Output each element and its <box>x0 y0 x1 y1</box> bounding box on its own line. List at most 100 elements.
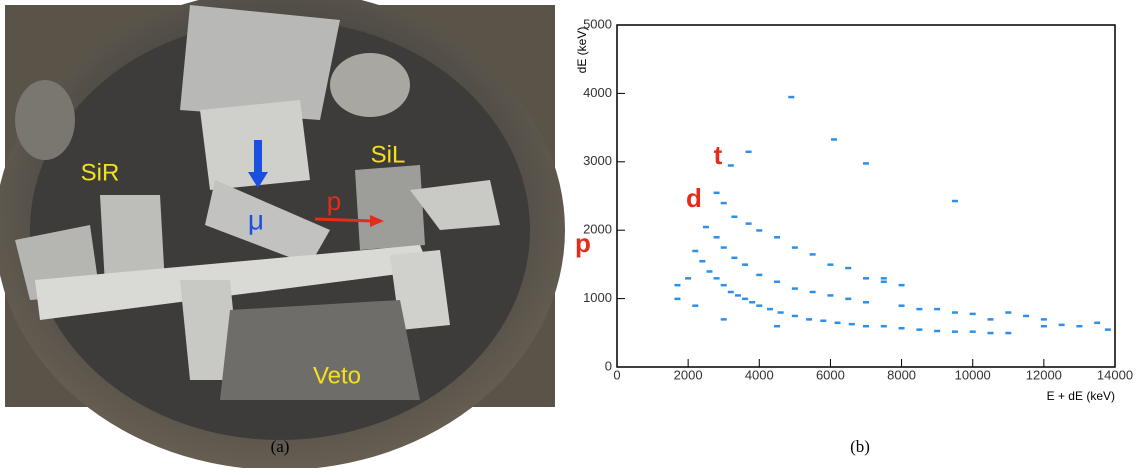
point <box>880 324 887 328</box>
point <box>720 318 727 321</box>
point <box>742 297 749 301</box>
point <box>898 283 905 287</box>
point <box>788 95 795 99</box>
point <box>880 280 887 283</box>
x-tick-label: 2000 <box>674 367 703 382</box>
x-axis-label: E + dE (keV) <box>1047 389 1115 403</box>
point <box>987 318 994 321</box>
y-axis-label: dE (keV) <box>575 27 589 74</box>
point <box>692 249 699 253</box>
chart: dE (keV) E + dE (keV) p d t 0 2000 4000 600… <box>575 16 1133 403</box>
point <box>951 330 958 333</box>
x-tick-label: 6000 <box>816 367 845 382</box>
point <box>766 307 773 311</box>
y-tick-label: 2000 <box>583 222 612 237</box>
point <box>791 314 798 318</box>
point <box>1040 324 1047 328</box>
point <box>863 324 869 328</box>
point <box>749 301 756 304</box>
point <box>727 164 734 167</box>
annotation: d <box>686 183 702 213</box>
point <box>720 283 727 287</box>
y-tick-label: 1000 <box>583 290 612 305</box>
point <box>727 290 734 294</box>
x-tick-label: 14000 <box>1097 367 1133 382</box>
point <box>820 319 827 322</box>
point <box>827 263 834 266</box>
point <box>731 215 738 219</box>
point <box>1094 321 1101 325</box>
point <box>713 191 720 195</box>
point <box>756 304 763 307</box>
point <box>916 307 923 311</box>
caption: (a) <box>271 437 290 456</box>
point <box>674 297 681 301</box>
y-tick-label: 0 <box>605 358 612 373</box>
point <box>863 162 869 165</box>
point <box>898 327 905 330</box>
point <box>756 273 763 277</box>
photo-label: p <box>327 186 341 216</box>
x-tick-label: 12000 <box>1026 367 1062 382</box>
y-tick-label: 4000 <box>583 85 612 100</box>
point <box>951 199 958 203</box>
caption: (b) <box>850 437 870 456</box>
x-tick-label: 10000 <box>955 367 991 382</box>
point <box>745 150 752 154</box>
point <box>702 225 709 229</box>
point <box>863 277 869 280</box>
point <box>916 328 923 331</box>
plot-frame <box>616 24 1116 368</box>
point <box>777 311 784 314</box>
point <box>685 277 692 280</box>
point <box>745 222 752 225</box>
point <box>834 321 841 325</box>
point <box>692 304 699 307</box>
point <box>845 297 852 301</box>
x-tick-label: 0 <box>613 367 620 382</box>
point <box>863 301 869 304</box>
y-tick-label: 5000 <box>583 16 612 31</box>
y-tick-label: 3000 <box>583 153 612 168</box>
photo-label: μ <box>248 204 264 235</box>
point <box>830 138 837 141</box>
point <box>713 277 720 280</box>
point <box>898 304 905 307</box>
point <box>706 270 713 273</box>
point <box>742 263 749 266</box>
photo: SiR SiL μ p Veto <box>0 0 565 470</box>
annotation: p <box>575 228 591 258</box>
point <box>1040 318 1047 321</box>
point <box>756 229 763 232</box>
photo-label: SiL <box>371 141 406 168</box>
point <box>809 253 816 256</box>
point <box>774 236 781 239</box>
point <box>774 324 781 328</box>
point <box>699 259 706 263</box>
photo-label: SiR <box>81 159 120 186</box>
annotation: t <box>714 140 723 170</box>
x-tick-label: 4000 <box>745 367 774 382</box>
point <box>969 330 976 333</box>
point <box>720 246 727 249</box>
point <box>791 246 798 249</box>
point <box>880 277 887 280</box>
point <box>809 290 816 294</box>
point <box>806 318 813 321</box>
point <box>1058 323 1065 327</box>
point <box>845 266 852 270</box>
point <box>1104 328 1111 331</box>
point <box>791 287 798 290</box>
point <box>848 322 855 326</box>
point <box>713 236 720 239</box>
photo-label: Veto <box>313 362 361 389</box>
point <box>934 329 941 333</box>
point <box>731 256 738 260</box>
point <box>1005 331 1012 335</box>
point <box>934 307 941 311</box>
point <box>987 331 994 335</box>
point <box>827 294 834 297</box>
point <box>674 283 681 287</box>
x-tick-label: 8000 <box>887 367 916 382</box>
